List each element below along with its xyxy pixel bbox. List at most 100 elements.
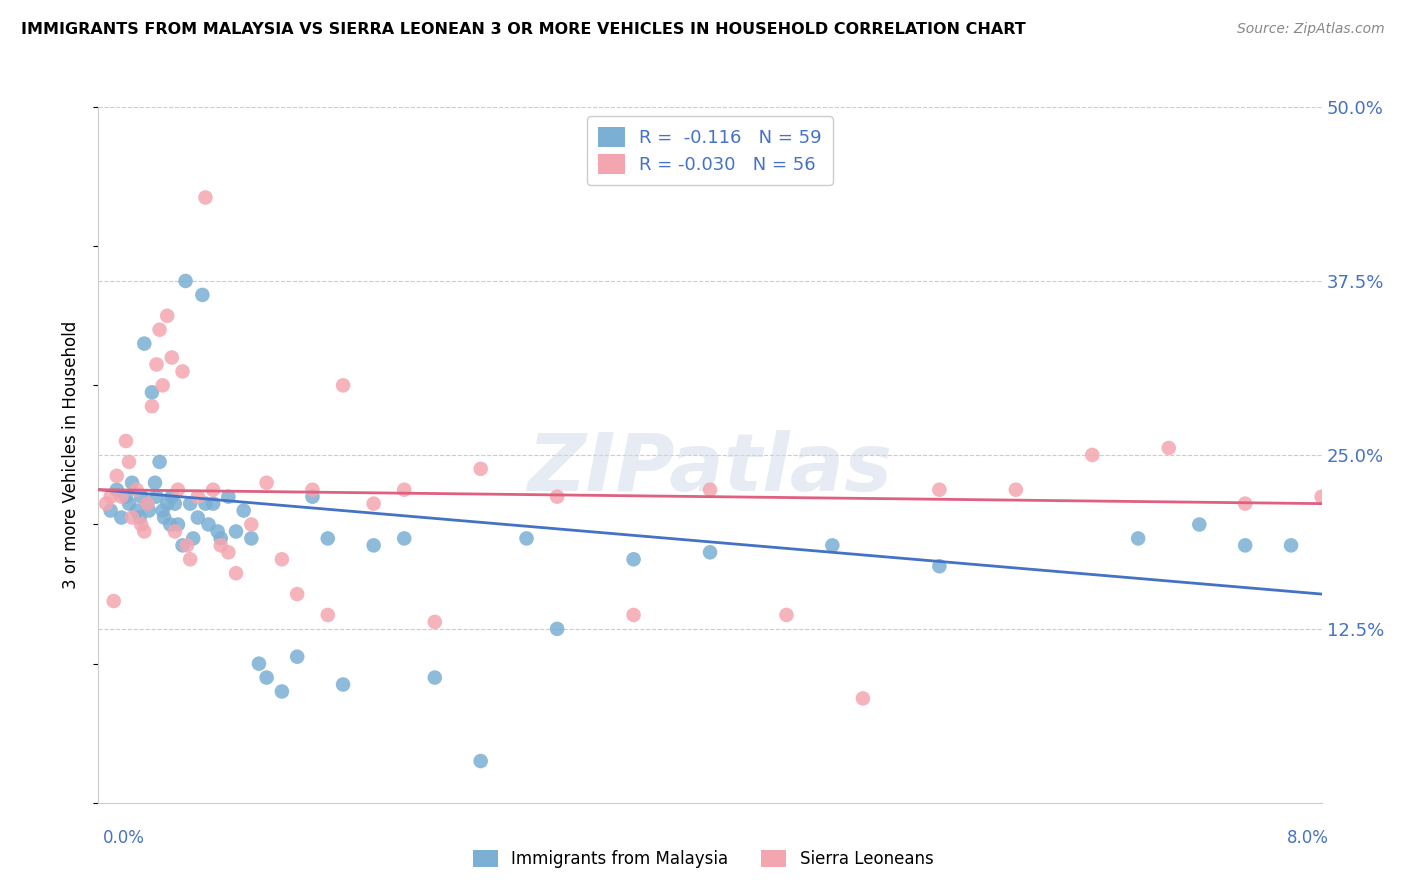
Legend: Immigrants from Malaysia, Sierra Leoneans: Immigrants from Malaysia, Sierra Leonean… [465,843,941,875]
Point [332,677,354,691]
Point [100,490,122,504]
Point [821,538,844,552]
Point [156,497,179,511]
Point [363,497,385,511]
Point [136,497,159,511]
Point [285,587,308,601]
Point [160,490,183,504]
Point [225,566,247,581]
Text: ZIPatlas: ZIPatlas [527,430,893,508]
Point [470,754,492,768]
Point [316,532,339,546]
Point [256,475,278,490]
Point [194,190,217,204]
Point [110,490,132,504]
Point [1234,497,1257,511]
Point [623,607,645,622]
Point [179,497,201,511]
Point [94,497,117,511]
Point [145,490,167,504]
Point [136,497,159,511]
Point [125,483,148,497]
Point [392,483,416,497]
Point [141,385,163,400]
Point [546,490,568,504]
Point [167,517,190,532]
Point [121,475,143,490]
Point [1310,490,1333,504]
Point [110,510,132,524]
Point [202,483,225,497]
Point [1234,538,1257,552]
Point [172,364,194,378]
Point [247,657,270,671]
Point [232,503,254,517]
Point [105,468,128,483]
Point [105,483,128,497]
Point [852,691,875,706]
Point [134,336,156,351]
Point [145,358,167,372]
Point [240,517,263,532]
Point [623,552,645,566]
Point [1188,517,1211,532]
Point [470,462,492,476]
Point [125,503,148,517]
Point [152,378,174,392]
Point [187,490,209,504]
Point [167,483,190,497]
Point [1341,497,1364,511]
Point [928,559,950,574]
Point [392,532,416,546]
Point [191,288,214,302]
Point [928,483,950,497]
Point [270,552,294,566]
Point [197,517,219,532]
Point [141,399,163,413]
Legend: R =  -0.116   N = 59, R = -0.030   N = 56: R = -0.116 N = 59, R = -0.030 N = 56 [588,116,832,185]
Point [1004,483,1026,497]
Point [699,483,721,497]
Point [153,510,176,524]
Y-axis label: 3 or more Vehicles in Household: 3 or more Vehicles in Household [62,321,80,589]
Point [194,497,217,511]
Text: 0.0%: 0.0% [103,829,145,847]
Point [209,532,232,546]
Point [163,497,186,511]
Point [316,607,339,622]
Point [1081,448,1104,462]
Point [149,323,172,337]
Point [129,490,152,504]
Text: 8.0%: 8.0% [1286,829,1329,847]
Point [172,538,194,552]
Text: Source: ZipAtlas.com: Source: ZipAtlas.com [1237,22,1385,37]
Point [149,455,172,469]
Point [1279,538,1302,552]
Point [156,309,179,323]
Point [128,510,150,524]
Point [176,538,198,552]
Point [115,490,138,504]
Text: IMMIGRANTS FROM MALAYSIA VS SIERRA LEONEAN 3 OR MORE VEHICLES IN HOUSEHOLD CORRE: IMMIGRANTS FROM MALAYSIA VS SIERRA LEONE… [21,22,1026,37]
Point [546,622,568,636]
Point [143,475,166,490]
Point [174,274,197,288]
Point [240,532,263,546]
Point [285,649,308,664]
Point [159,517,181,532]
Point [301,490,323,504]
Point [1386,490,1406,504]
Point [134,524,156,539]
Point [202,497,225,511]
Point [163,524,186,539]
Point [363,538,385,552]
Point [209,538,232,552]
Point [152,503,174,517]
Point [217,545,239,559]
Point [225,524,247,539]
Point [1157,441,1180,455]
Point [775,607,797,622]
Point [1128,532,1150,546]
Point [332,378,354,392]
Point [103,594,125,608]
